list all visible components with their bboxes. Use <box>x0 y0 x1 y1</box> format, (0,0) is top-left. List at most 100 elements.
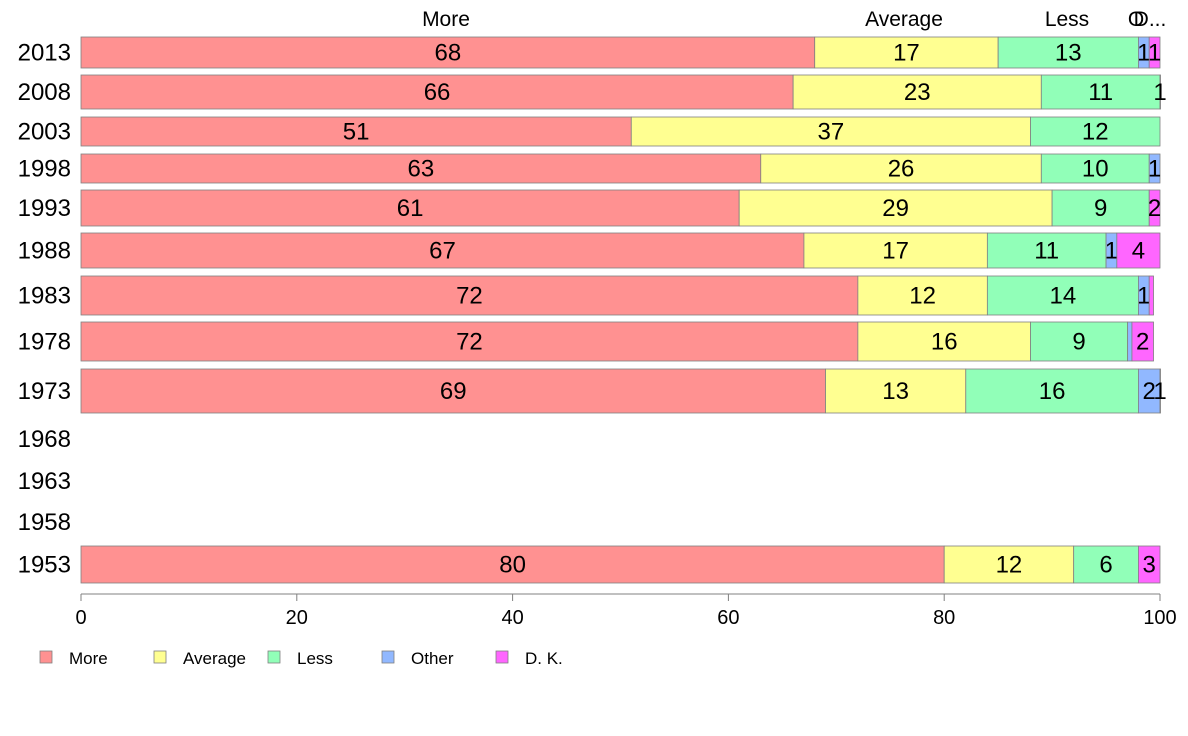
bar-1983-average <box>857 275 988 316</box>
bar-label-1998-0: 63 <box>408 156 435 183</box>
bar-1973-d-k- <box>1159 368 1161 414</box>
bar-2008-more <box>80 74 794 110</box>
bar-label-1973-2: 16 <box>1039 378 1066 405</box>
bar-label-1993-4: 2 <box>1148 195 1161 222</box>
bar-label-1983-3: 1 <box>1137 283 1150 310</box>
column-header-3: O <box>1128 8 1144 31</box>
bar-label-1993-0: 61 <box>397 195 424 222</box>
year-label-2008: 2008 <box>18 79 71 106</box>
bar-label-1953-2: 6 <box>1099 552 1112 579</box>
year-label-1968: 1968 <box>18 426 71 453</box>
bar-1993-more <box>80 189 740 227</box>
year-label-1973: 1973 <box>18 378 71 405</box>
bar-label-1973-3: 2 <box>1143 378 1156 405</box>
legend-swatch-4 <box>495 650 509 664</box>
bar-label-2008-0: 66 <box>424 79 451 106</box>
x-axis: 0 20 40 60 80 100 <box>75 593 1177 629</box>
bar-2013-d-k- <box>1148 36 1161 69</box>
bar-label-1983-0: 72 <box>456 283 483 310</box>
bar-1998-average <box>760 153 1042 184</box>
x-tick-label-100: 100 <box>1143 607 1176 629</box>
bar-label-2003-2: 12 <box>1082 119 1109 146</box>
legend-label-4: D. K. <box>525 649 563 668</box>
bar-label-1978-1: 16 <box>931 329 958 356</box>
legend-label-3: Other <box>411 649 454 668</box>
legend-swatch-0 <box>39 650 53 664</box>
bar-label-2013-0: 68 <box>435 40 462 67</box>
bar-1993-d-k- <box>1148 189 1161 227</box>
legend-label-1: Average <box>183 649 246 668</box>
bar-1988-d-k- <box>1116 232 1161 269</box>
bar-label-1983-2: 14 <box>1050 283 1077 310</box>
bar-1998-less <box>1040 153 1150 184</box>
column-header-1: Average <box>865 8 943 31</box>
bar-1993-less <box>1051 189 1150 227</box>
bar-1953-average <box>943 545 1075 584</box>
bar-label-1988-2: 11 <box>1034 238 1059 265</box>
year-label-1953: 1953 <box>18 552 71 579</box>
year-label-2013: 2013 <box>18 40 71 67</box>
bar-label-2013-3: 1 <box>1137 40 1150 67</box>
bar-label-1978-4: 2 <box>1136 329 1149 356</box>
column-header-0: More <box>422 8 470 31</box>
year-label-1998: 1998 <box>18 156 71 183</box>
bar-label-1998-1: 26 <box>888 156 915 183</box>
year-label-1963: 1963 <box>18 468 71 495</box>
legend-swatch-2 <box>267 650 281 664</box>
bar-label-1988-4: 4 <box>1132 238 1145 265</box>
bar-label-2003-0: 51 <box>343 119 370 146</box>
bar-label-2008-4: 1 <box>1153 79 1166 106</box>
bar-1978-d-k- <box>1131 321 1154 362</box>
bar-1983-more <box>80 275 859 316</box>
bar-label-1988-3: 1 <box>1105 238 1118 265</box>
year-label-1958: 1958 <box>18 509 71 536</box>
bar-label-1973-0: 69 <box>440 378 467 405</box>
bar-2008-average <box>792 74 1042 110</box>
bar-label-1998-2: 10 <box>1082 156 1109 183</box>
bar-label-1998-3: 1 <box>1148 156 1161 183</box>
x-tick-label-0: 0 <box>75 607 86 629</box>
bar-1993-average <box>738 189 1053 227</box>
bar-1978-other <box>1127 321 1133 362</box>
bar-label-2013-2: 13 <box>1055 40 1082 67</box>
legend-swatch-3 <box>381 650 395 664</box>
bar-label-2008-1: 23 <box>904 79 931 106</box>
legend: More Average Less Other D. K. <box>39 649 563 668</box>
bar-1973-more <box>80 368 826 414</box>
bar-1973-average <box>825 368 967 414</box>
bar-label-1983-1: 12 <box>909 283 936 310</box>
bar-1953-d-k- <box>1138 545 1161 584</box>
bar-1978-average <box>857 321 1031 362</box>
legend-label-2: Less <box>297 649 333 668</box>
bar-label-1978-0: 72 <box>456 329 483 356</box>
bar-1953-more <box>80 545 945 584</box>
column-headers: More Average Less OD... <box>422 8 1166 31</box>
bar-label-1973-4: 1 <box>1153 378 1166 405</box>
bar-label-2013-1: 17 <box>893 40 920 67</box>
bar-2008-d-k- <box>1159 74 1161 110</box>
bar-1998-more <box>80 153 762 184</box>
year-label-1988: 1988 <box>18 238 71 265</box>
bar-2003-less <box>1030 116 1161 147</box>
bar-1983-d-k- <box>1148 275 1154 316</box>
bar-label-1973-1: 13 <box>882 378 909 405</box>
bar-label-2013-4: 1 <box>1148 40 1161 67</box>
year-label-2003: 2003 <box>18 119 71 146</box>
bar-label-1953-4: 3 <box>1143 552 1156 579</box>
year-label-1983: 1983 <box>18 283 71 310</box>
bar-label-1988-0: 67 <box>429 238 456 265</box>
year-label-1978: 1978 <box>18 329 71 356</box>
year-label-1993: 1993 <box>18 195 71 222</box>
bar-label-1988-1: 17 <box>882 238 909 265</box>
bar-2008-less <box>1040 74 1161 110</box>
column-header-4: D... <box>1134 8 1167 31</box>
bar-label-2003-1: 37 <box>818 119 845 146</box>
bar-1978-more <box>80 321 859 362</box>
bar-1983-less <box>986 275 1139 316</box>
year-labels: 2013 2008 2003 1998 1993 1988 1983 1978 1973 1968… <box>18 40 71 579</box>
x-tick-label-80: 80 <box>933 607 955 629</box>
legend-label-0: More <box>69 649 108 668</box>
x-tick-label-40: 40 <box>501 607 523 629</box>
